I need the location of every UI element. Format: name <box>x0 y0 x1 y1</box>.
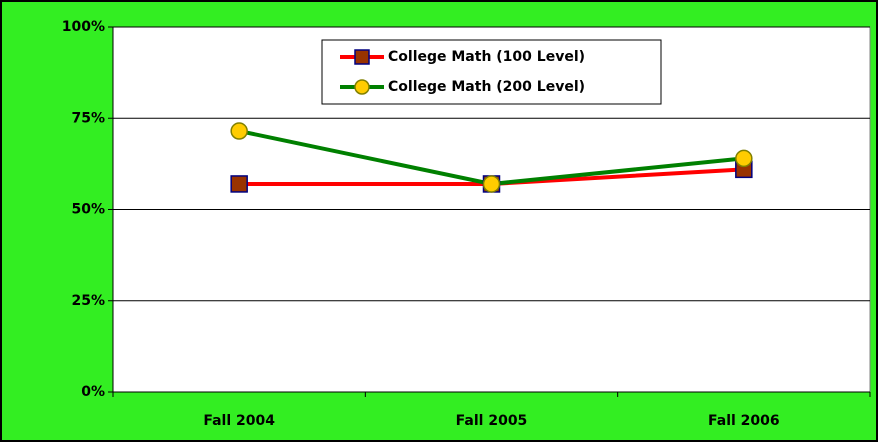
x-tick-label: Fall 2005 <box>456 413 528 429</box>
y-tick-label: 0% <box>81 384 105 400</box>
legend-label: College Math (100 Level) <box>388 49 585 65</box>
legend-box <box>321 39 662 105</box>
marker <box>230 122 248 140</box>
legend-marker <box>354 79 370 95</box>
y-tick-label: 50% <box>71 202 105 218</box>
marker <box>482 175 501 193</box>
y-tick-label: 75% <box>71 110 105 126</box>
x-tick-label: Fall 2006 <box>708 413 780 429</box>
y-tick-label: 25% <box>71 293 105 309</box>
marker <box>735 149 753 168</box>
y-tick-label: 100% <box>62 19 105 35</box>
legend-label: College Math (200 Level) <box>388 79 585 95</box>
x-tick-label: Fall 2004 <box>203 413 275 429</box>
legend-marker <box>354 49 370 65</box>
marker <box>230 175 248 193</box>
